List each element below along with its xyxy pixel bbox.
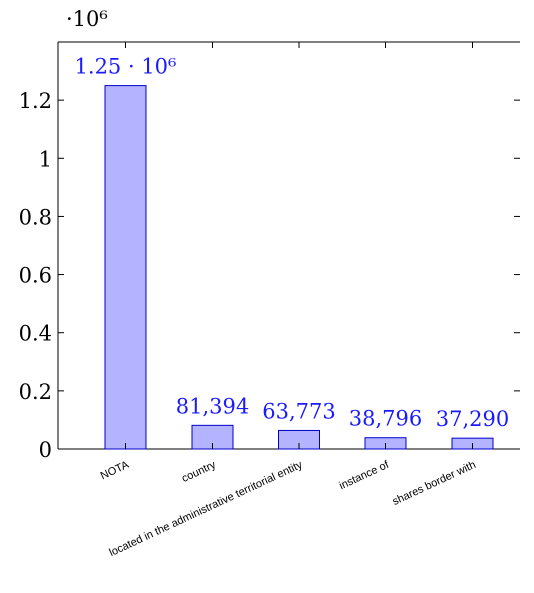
chart-bars: [104, 85, 494, 450]
bar-value-label: 37,290: [436, 407, 509, 431]
y-tick-label: 1.2: [19, 89, 52, 113]
y-axis-multiplier: ·10⁶: [66, 7, 108, 31]
bar-value-label: 38,796: [349, 407, 422, 431]
y-tick-label: 0.2: [19, 380, 52, 404]
y-tick-label: 0.6: [19, 264, 52, 288]
bar: [104, 85, 147, 450]
x-tick-label: instance of: [337, 458, 391, 492]
chart-ticks: [58, 42, 520, 450]
y-tick-label: 0.8: [19, 205, 52, 229]
y-tick-label: 1: [39, 147, 52, 171]
y-tick-label: 0.4: [19, 322, 52, 346]
y-tick-label: 0: [39, 438, 52, 462]
chart-labels: 0 0.2 0.4 0.6 0.8 1 1.2 1.25 · 10⁶ NOTA 81,394 cou…: [19, 55, 510, 560]
x-tick-label: NOTA: [99, 459, 132, 483]
bar-value-label: 81,394: [176, 394, 249, 418]
x-tick-label: country: [180, 459, 218, 485]
bar-value-label: 63,773: [262, 399, 335, 423]
x-tick-label: shares border with: [391, 459, 478, 508]
bar-value-label: 1.25 · 10⁶: [75, 55, 177, 79]
